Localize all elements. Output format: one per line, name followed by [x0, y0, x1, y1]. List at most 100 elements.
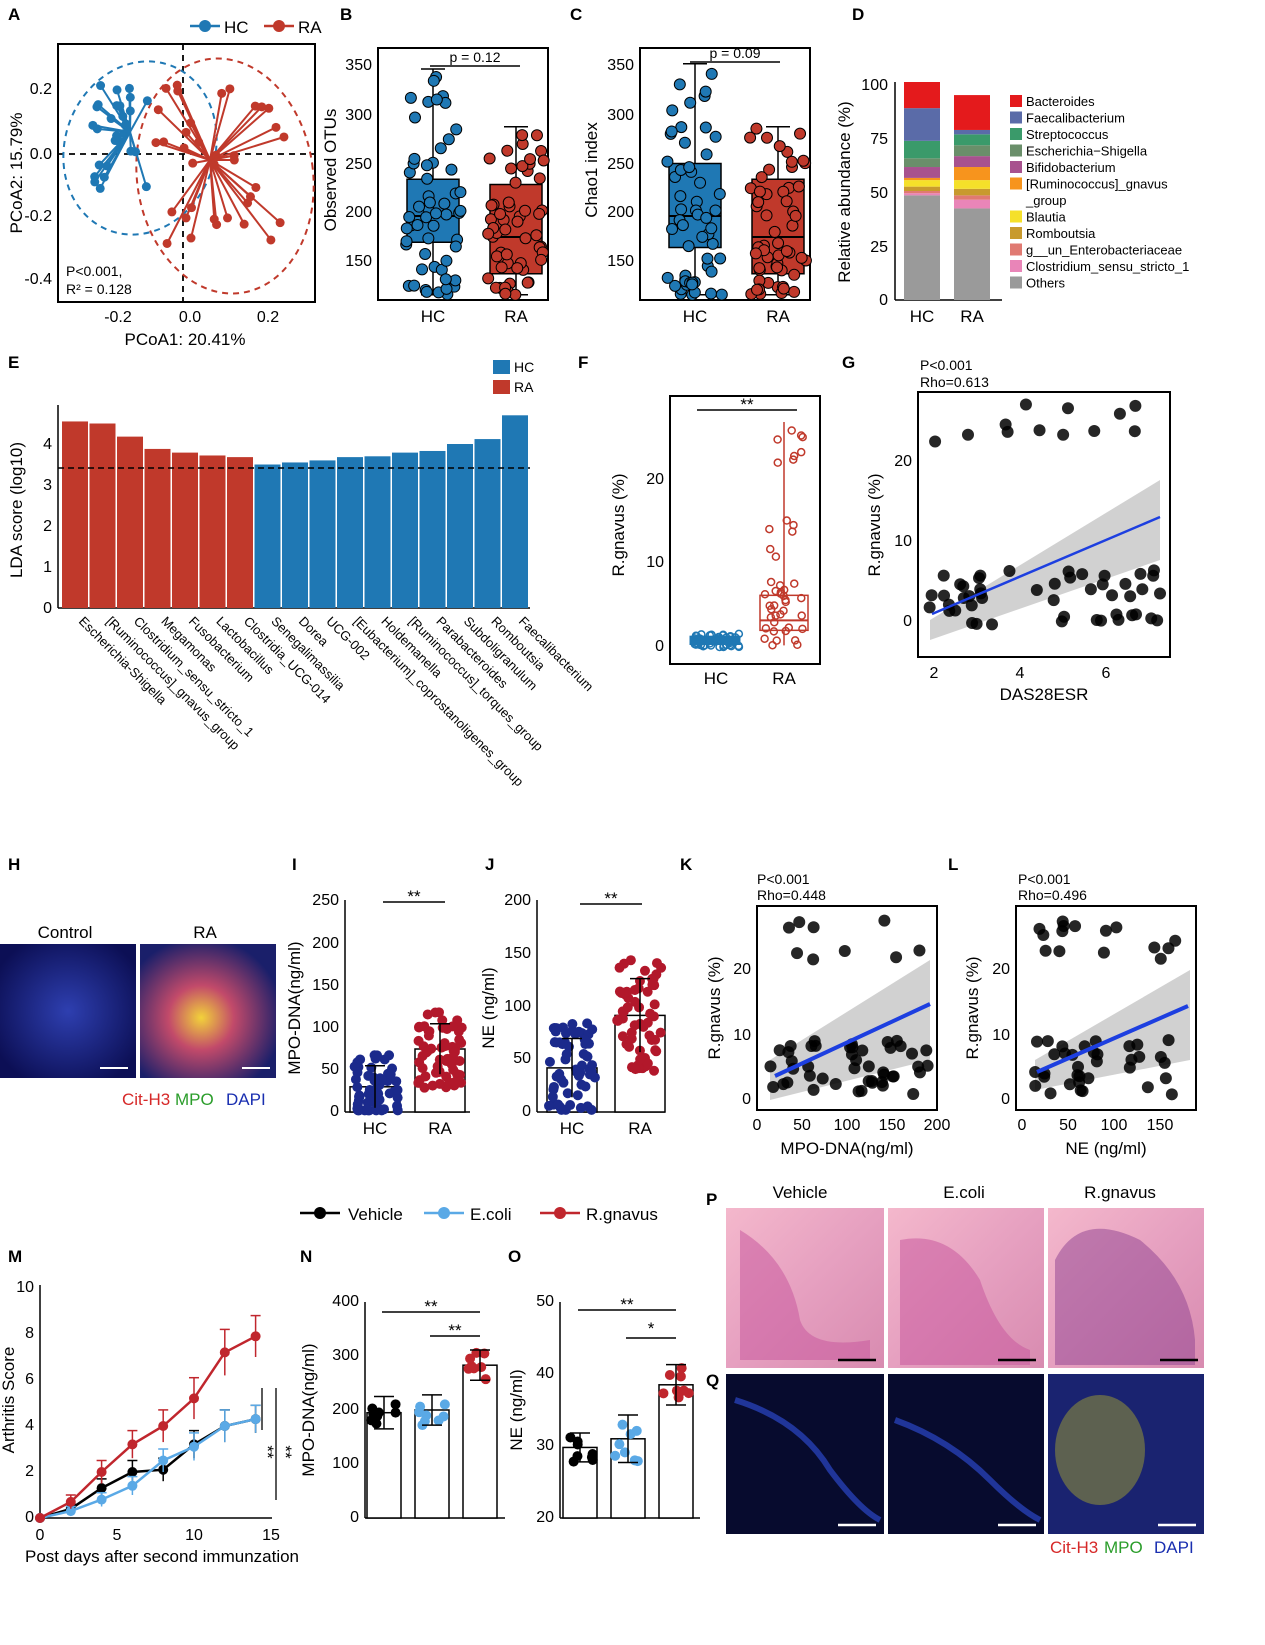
e-bar — [502, 415, 528, 608]
panel-label-d: D — [852, 5, 864, 24]
scatter-point — [1110, 608, 1123, 621]
bar-point — [454, 1034, 465, 1045]
bar-point — [565, 1100, 576, 1111]
box-point — [773, 140, 786, 153]
pcoa-point-ra — [264, 103, 274, 113]
box-point — [678, 136, 691, 149]
pcoa-point-ra — [225, 84, 235, 94]
l-fit-line — [1036, 1004, 1189, 1074]
bar-point — [635, 1054, 646, 1065]
g-xlabel: DAS28ESR — [1000, 685, 1089, 704]
bar-point — [629, 1455, 640, 1466]
f-point-ra — [769, 601, 779, 610]
scatter-point — [852, 1085, 865, 1098]
bar-point — [390, 1407, 401, 1418]
bar-point — [572, 1436, 583, 1447]
k-xlabel: MPO-DNA(ng/ml) — [780, 1139, 913, 1158]
b-ytick-4: 200 — [345, 204, 372, 221]
panel-label-o: O — [508, 1247, 521, 1266]
f-xtick-hc: HC — [704, 669, 729, 688]
g-scatter — [923, 398, 1167, 640]
pcoa-spoke-ra — [209, 159, 218, 225]
bar-point — [649, 1065, 660, 1076]
l-xtick-150: 150 — [1147, 1117, 1174, 1134]
bar-point — [630, 1064, 641, 1075]
box-point — [749, 247, 762, 260]
bar-point — [562, 1088, 573, 1099]
bar-point — [655, 1027, 666, 1038]
box-point — [789, 209, 802, 222]
scatter-point — [1128, 425, 1141, 438]
scatter-point — [1076, 1085, 1089, 1098]
panel-label-e: E — [8, 353, 19, 372]
box-point — [419, 248, 432, 261]
scatter-point — [877, 1066, 890, 1079]
h-image-control — [0, 944, 136, 1078]
f-point-ra — [765, 524, 774, 534]
n-ytick-100: 100 — [332, 1455, 359, 1472]
pcoa-spoke-ra — [209, 126, 277, 161]
box-point — [440, 208, 453, 221]
pcoa-point-hc — [110, 136, 120, 146]
d-segment — [904, 177, 940, 181]
scatter-point — [1130, 608, 1143, 621]
d-ytick-3: 50 — [870, 185, 888, 202]
n-sig-1: ** — [424, 1297, 438, 1316]
panel-label-k: K — [680, 855, 693, 874]
pcoa-point-ra — [181, 213, 191, 223]
box-point — [715, 288, 728, 301]
bar-point — [587, 1454, 598, 1465]
bar-point — [642, 986, 653, 997]
f-sig: ** — [740, 395, 754, 414]
bar-point — [678, 1385, 689, 1396]
f-point-hc — [697, 630, 706, 639]
scatter-point — [906, 1047, 919, 1060]
q-image-vehicle — [726, 1374, 884, 1534]
box-point — [408, 152, 421, 165]
e-bar — [337, 457, 363, 608]
p-col-rgnavus: R.gnavus — [1084, 1183, 1156, 1202]
box-point — [705, 222, 718, 235]
pcoa-point-ra — [186, 233, 196, 243]
box-point — [661, 155, 674, 168]
box-point — [794, 127, 807, 140]
scatter-point — [803, 1069, 816, 1082]
box-point — [421, 172, 434, 185]
n-ytick-0: 0 — [350, 1509, 359, 1526]
treatment-legend: Vehicle E.coli R.gnavus — [300, 1205, 658, 1224]
box-point — [416, 263, 429, 276]
e-bars — [62, 415, 528, 608]
a-ylabel: PCoA2: 15.79% — [7, 113, 26, 234]
bar-point — [480, 1374, 491, 1385]
box-point — [530, 129, 543, 142]
box-point — [705, 265, 718, 278]
m-xlabel: Post days after second immunzation — [25, 1547, 299, 1566]
bar-point — [582, 1018, 593, 1029]
e-bar — [227, 457, 253, 608]
panel-a: A HC RA 0.2 0.0 -0.2 -0.4 -0.2 0.0 0.2 P… — [7, 5, 322, 349]
q-signal-rgnavus — [1055, 1395, 1145, 1505]
i-ytick-0: 0 — [330, 1103, 339, 1120]
bar-point — [634, 1002, 645, 1013]
panel-b: B p = 0.12 350 300 250 200 150 HC RA Obs… — [321, 5, 550, 326]
pcoa-spoke-ra — [209, 159, 257, 189]
pcoa-point-ra — [229, 155, 239, 165]
b-ytick-1: 350 — [345, 57, 372, 74]
pcoa-point-ra — [153, 105, 163, 115]
bar-point — [423, 1030, 434, 1041]
pcoa-spoke-hc — [97, 103, 131, 133]
pcoa-point-ra — [275, 218, 285, 228]
pcoa-point-ra — [212, 220, 222, 230]
box-point — [694, 176, 707, 189]
k-rho: Rho=0.448 — [757, 887, 826, 903]
bar-point — [468, 1363, 479, 1374]
box-point — [449, 240, 462, 253]
pcoa-point-ra — [223, 213, 233, 223]
g-ytick-0: 0 — [903, 613, 912, 630]
f-point-ra — [781, 626, 790, 636]
p-tissue-vehicle — [740, 1230, 870, 1360]
q-stain-cith3: Cit-H3 — [1050, 1538, 1098, 1557]
box-point — [482, 227, 495, 240]
scatter-point — [791, 947, 804, 960]
d-legend: Bacteroides FaecalibacteriumStreptococcus… — [1010, 94, 1189, 291]
